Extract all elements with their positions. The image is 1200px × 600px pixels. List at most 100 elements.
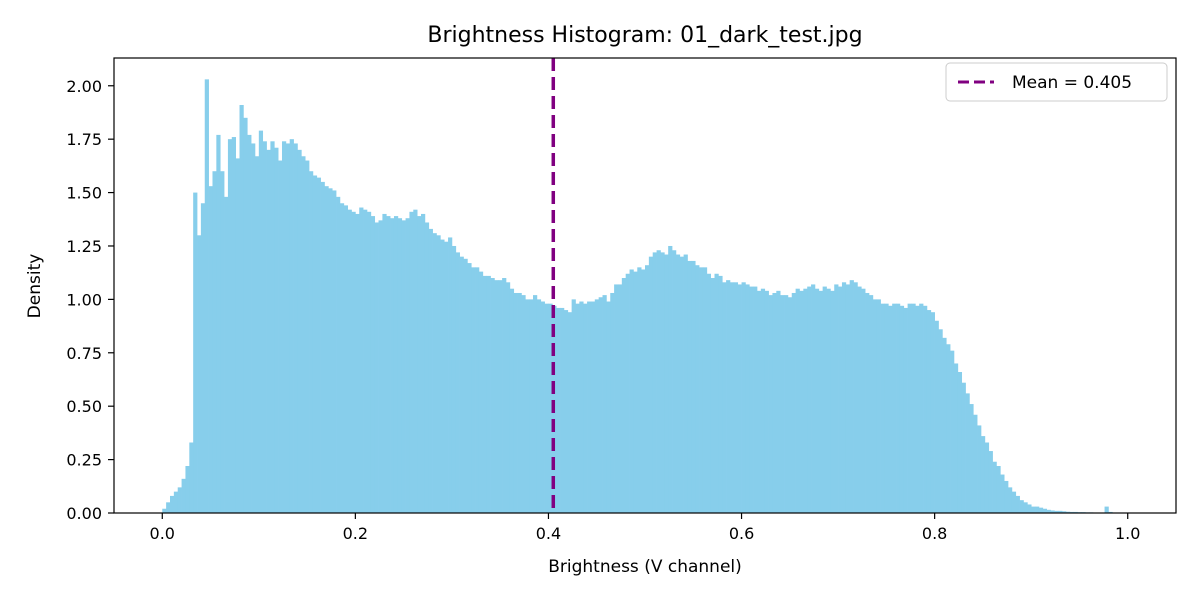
histogram-bar <box>355 213 360 513</box>
histogram-bar <box>393 216 399 513</box>
histogram-bar <box>1042 508 1047 513</box>
histogram-bar <box>903 307 908 513</box>
histogram-bar <box>490 278 495 513</box>
histogram-bar <box>459 256 464 513</box>
histogram-bar <box>444 241 449 513</box>
histogram-bar <box>884 303 889 513</box>
histogram-bar <box>950 350 955 513</box>
histogram-bar <box>1031 506 1036 513</box>
histogram-bar <box>660 252 665 513</box>
histogram-bar <box>826 288 831 513</box>
x-axis-label: Brightness (V channel) <box>548 557 742 577</box>
histogram-bar <box>764 290 769 513</box>
histogram-bar <box>791 292 796 513</box>
histogram-bar <box>923 305 928 513</box>
histogram-bar <box>1065 511 1071 513</box>
histogram-bar <box>934 320 939 513</box>
histogram-bar <box>390 218 395 513</box>
histogram-bar <box>170 495 175 513</box>
histogram-bar <box>749 286 754 513</box>
histogram-bar <box>1054 510 1059 513</box>
histogram-bar <box>973 414 978 513</box>
histogram-bar <box>451 245 457 514</box>
histogram-bar <box>428 228 433 513</box>
histogram-bar <box>366 211 372 514</box>
histogram-bar <box>753 286 758 513</box>
histogram-bar <box>239 105 244 513</box>
histogram-bar <box>911 303 916 513</box>
histogram-bar <box>780 295 785 513</box>
histogram-bar <box>610 292 615 513</box>
histogram-bar <box>617 284 623 513</box>
histogram-bar <box>656 250 661 513</box>
histogram-bar <box>741 282 746 513</box>
histogram-bar <box>710 278 715 513</box>
histogram-bar <box>799 290 804 513</box>
histogram-bar <box>938 329 943 513</box>
histogram-bar <box>359 207 364 513</box>
histogram-bar <box>1015 495 1020 513</box>
plot-frame <box>113 57 1177 514</box>
x-tick-label: 1.0 <box>1115 524 1140 543</box>
histogram-bar <box>664 254 669 513</box>
y-tick-label: 0.50 <box>66 397 102 416</box>
histogram-bar <box>486 275 491 513</box>
histogram-bar <box>339 203 345 513</box>
histogram-bar <box>235 158 240 513</box>
histogram-bar <box>247 134 252 513</box>
histogram-bar <box>1019 500 1024 513</box>
histogram-bar <box>996 466 1001 513</box>
histogram-bar <box>482 275 488 513</box>
x-tick-label: 0.8 <box>922 524 947 543</box>
histogram-bar <box>305 160 310 514</box>
histogram-bar <box>718 275 723 513</box>
histogram-bar <box>776 290 781 513</box>
histogram-bar <box>563 310 569 513</box>
histogram-bar <box>266 149 271 513</box>
y-tick-label: 1.00 <box>66 290 102 309</box>
histogram-bar <box>517 292 522 513</box>
histogram-bar <box>397 218 403 513</box>
histogram-bar <box>332 190 337 513</box>
histogram-bar <box>281 141 287 513</box>
histogram-bar <box>737 284 742 513</box>
y-tick-label: 1.75 <box>66 130 102 149</box>
histogram-bar <box>733 282 739 513</box>
histogram-bar <box>652 252 657 513</box>
histogram-bar <box>351 211 356 514</box>
histogram-bar <box>521 295 526 513</box>
histogram-bar <box>548 303 553 513</box>
histogram-bar <box>633 271 638 513</box>
histogram-bar <box>475 267 480 513</box>
histogram-bar <box>965 393 970 513</box>
histogram-bar <box>579 301 584 513</box>
histogram-bar <box>401 220 406 513</box>
histogram-bar <box>876 299 881 513</box>
histogram-bar <box>328 188 333 513</box>
histogram-bar <box>540 301 545 513</box>
histogram-bar <box>594 299 600 513</box>
histogram-bar <box>177 487 182 513</box>
histogram-bar <box>648 256 654 513</box>
histogram-bar <box>424 222 430 514</box>
histogram-bar <box>637 267 642 513</box>
histogram-bar <box>336 196 341 513</box>
y-tick-label: 0.25 <box>66 451 102 470</box>
histogram-bar <box>525 299 530 513</box>
histogram-bar <box>370 216 376 513</box>
histogram-bar <box>861 288 866 513</box>
histogram-bar <box>907 303 912 513</box>
histogram-bar <box>590 301 596 513</box>
histogram-bar <box>822 286 827 513</box>
y-axis-label: Density <box>25 254 45 319</box>
histogram-bar <box>173 491 179 513</box>
histogram-bar <box>915 305 920 513</box>
histogram-bar <box>988 451 993 513</box>
histogram-bar <box>872 299 878 513</box>
histogram-bar <box>834 284 839 513</box>
histogram-bar <box>216 134 221 513</box>
histogram-bar <box>204 79 209 514</box>
histogram-bar <box>231 137 236 514</box>
histogram-bar <box>853 282 858 513</box>
